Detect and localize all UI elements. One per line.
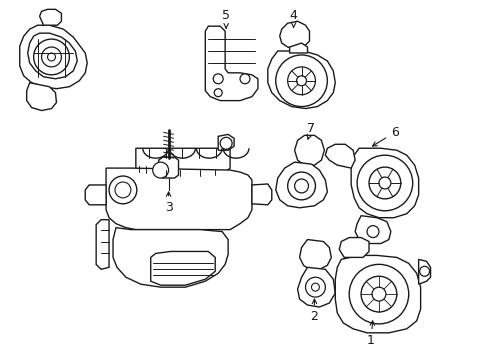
Text: 5: 5 <box>222 9 230 28</box>
Circle shape <box>371 287 385 301</box>
Polygon shape <box>354 216 390 243</box>
Text: 2: 2 <box>310 299 318 323</box>
Circle shape <box>47 53 55 61</box>
Polygon shape <box>136 148 230 176</box>
Polygon shape <box>289 43 307 53</box>
Circle shape <box>311 283 319 291</box>
Circle shape <box>378 177 390 189</box>
Circle shape <box>109 176 137 204</box>
Circle shape <box>348 264 408 324</box>
Text: 7: 7 <box>306 122 315 139</box>
Circle shape <box>287 172 315 200</box>
Circle shape <box>220 137 232 149</box>
Polygon shape <box>40 9 61 25</box>
Circle shape <box>360 276 396 312</box>
Polygon shape <box>20 25 87 89</box>
Circle shape <box>115 182 131 198</box>
Circle shape <box>287 67 315 95</box>
Text: 6: 6 <box>372 126 398 146</box>
Circle shape <box>296 76 306 86</box>
Circle shape <box>368 167 400 199</box>
Circle shape <box>275 55 326 107</box>
Circle shape <box>214 89 222 96</box>
Polygon shape <box>299 239 331 269</box>
Polygon shape <box>158 157 178 178</box>
Circle shape <box>419 266 428 276</box>
Circle shape <box>305 277 325 297</box>
Circle shape <box>294 179 308 193</box>
Polygon shape <box>325 144 354 168</box>
Circle shape <box>152 162 168 178</box>
Polygon shape <box>275 162 326 208</box>
Circle shape <box>366 226 378 238</box>
Polygon shape <box>218 134 234 150</box>
Polygon shape <box>350 148 418 218</box>
Polygon shape <box>205 26 257 100</box>
Polygon shape <box>267 51 335 109</box>
Polygon shape <box>297 267 335 307</box>
Polygon shape <box>150 251 215 285</box>
Text: 3: 3 <box>164 192 172 214</box>
Circle shape <box>240 74 249 84</box>
Polygon shape <box>294 135 324 165</box>
Circle shape <box>213 74 223 84</box>
Polygon shape <box>113 228 228 287</box>
Circle shape <box>34 39 69 75</box>
Circle shape <box>41 47 61 67</box>
Text: 1: 1 <box>366 321 374 347</box>
Polygon shape <box>106 168 251 230</box>
Polygon shape <box>279 21 309 49</box>
Polygon shape <box>339 238 368 257</box>
Polygon shape <box>251 184 271 205</box>
Text: 4: 4 <box>289 9 297 28</box>
Polygon shape <box>27 83 56 111</box>
Polygon shape <box>85 185 106 205</box>
Polygon shape <box>96 220 109 269</box>
Polygon shape <box>418 260 429 284</box>
Polygon shape <box>335 255 420 333</box>
Polygon shape <box>28 33 77 79</box>
Circle shape <box>356 155 412 211</box>
